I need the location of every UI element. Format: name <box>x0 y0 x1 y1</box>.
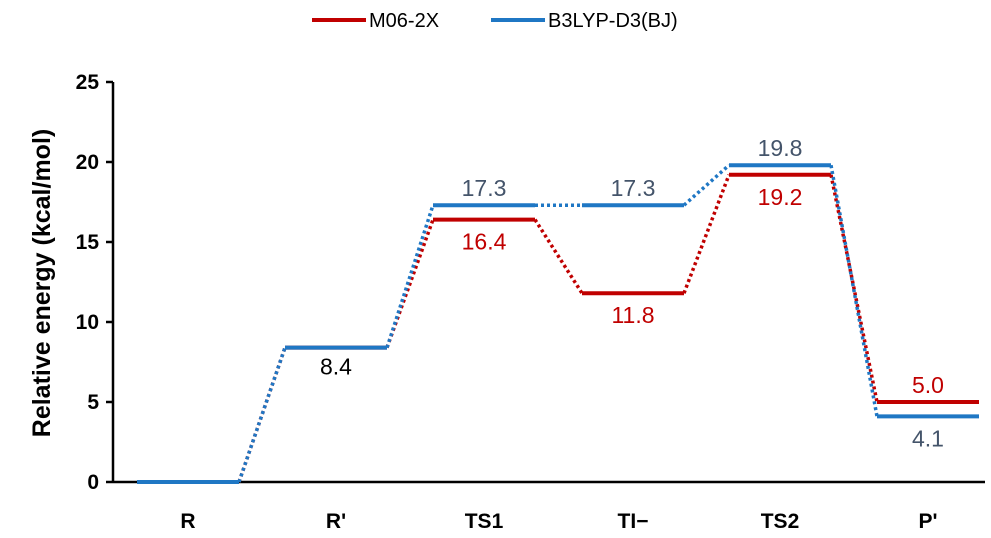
data-label: 5.0 <box>912 372 944 398</box>
connector-line <box>682 174 731 294</box>
connector-line <box>385 204 435 349</box>
data-label: 11.8 <box>611 302 654 328</box>
x-category-label: R' <box>326 510 346 533</box>
data-label: 19.2 <box>758 184 803 210</box>
x-category-label: TS2 <box>761 510 800 533</box>
x-category-label: P' <box>918 510 937 533</box>
data-label: 19.8 <box>758 135 803 161</box>
connector-line <box>682 163 731 207</box>
y-axis-title: Relative energy (kcal/mol) <box>28 129 56 437</box>
y-tick-label: 25 <box>76 71 100 94</box>
legend-label: M06-2X <box>369 10 439 32</box>
legend: M06-2X B3LYP-D3(BJ) <box>312 10 678 32</box>
axes: 0 5 10 15 20 25 R R' TS1 TI− TS2 P' <box>76 71 985 533</box>
data-label: 17.3 <box>462 175 507 201</box>
y-tick-label: 10 <box>76 311 99 334</box>
y-tick-label: 5 <box>87 391 99 414</box>
data-label: 16.4 <box>462 229 507 255</box>
x-category-label: R <box>180 510 195 533</box>
y-tick-label: 15 <box>76 231 100 254</box>
data-label: 8.4 <box>320 354 352 380</box>
connector-line <box>829 164 879 417</box>
data-label: 4.1 <box>912 425 944 451</box>
legend-label: B3LYP-D3(BJ) <box>548 10 678 32</box>
x-category-label: TI− <box>618 510 649 533</box>
x-category-label: TS1 <box>465 510 504 533</box>
series-m06-2x <box>137 172 979 484</box>
y-tick-label: 0 <box>87 471 99 494</box>
data-label: 17.3 <box>611 175 656 201</box>
connector-line <box>385 219 435 349</box>
connector-line <box>533 218 584 295</box>
plot-area: 8.4 17.3 16.4 17.3 11.8 19.8 19.2 5.0 4.1 <box>137 135 979 484</box>
y-tick-label: 20 <box>76 151 99 174</box>
series-b3lyp-d3bj <box>137 163 979 484</box>
connector-line <box>237 347 287 483</box>
